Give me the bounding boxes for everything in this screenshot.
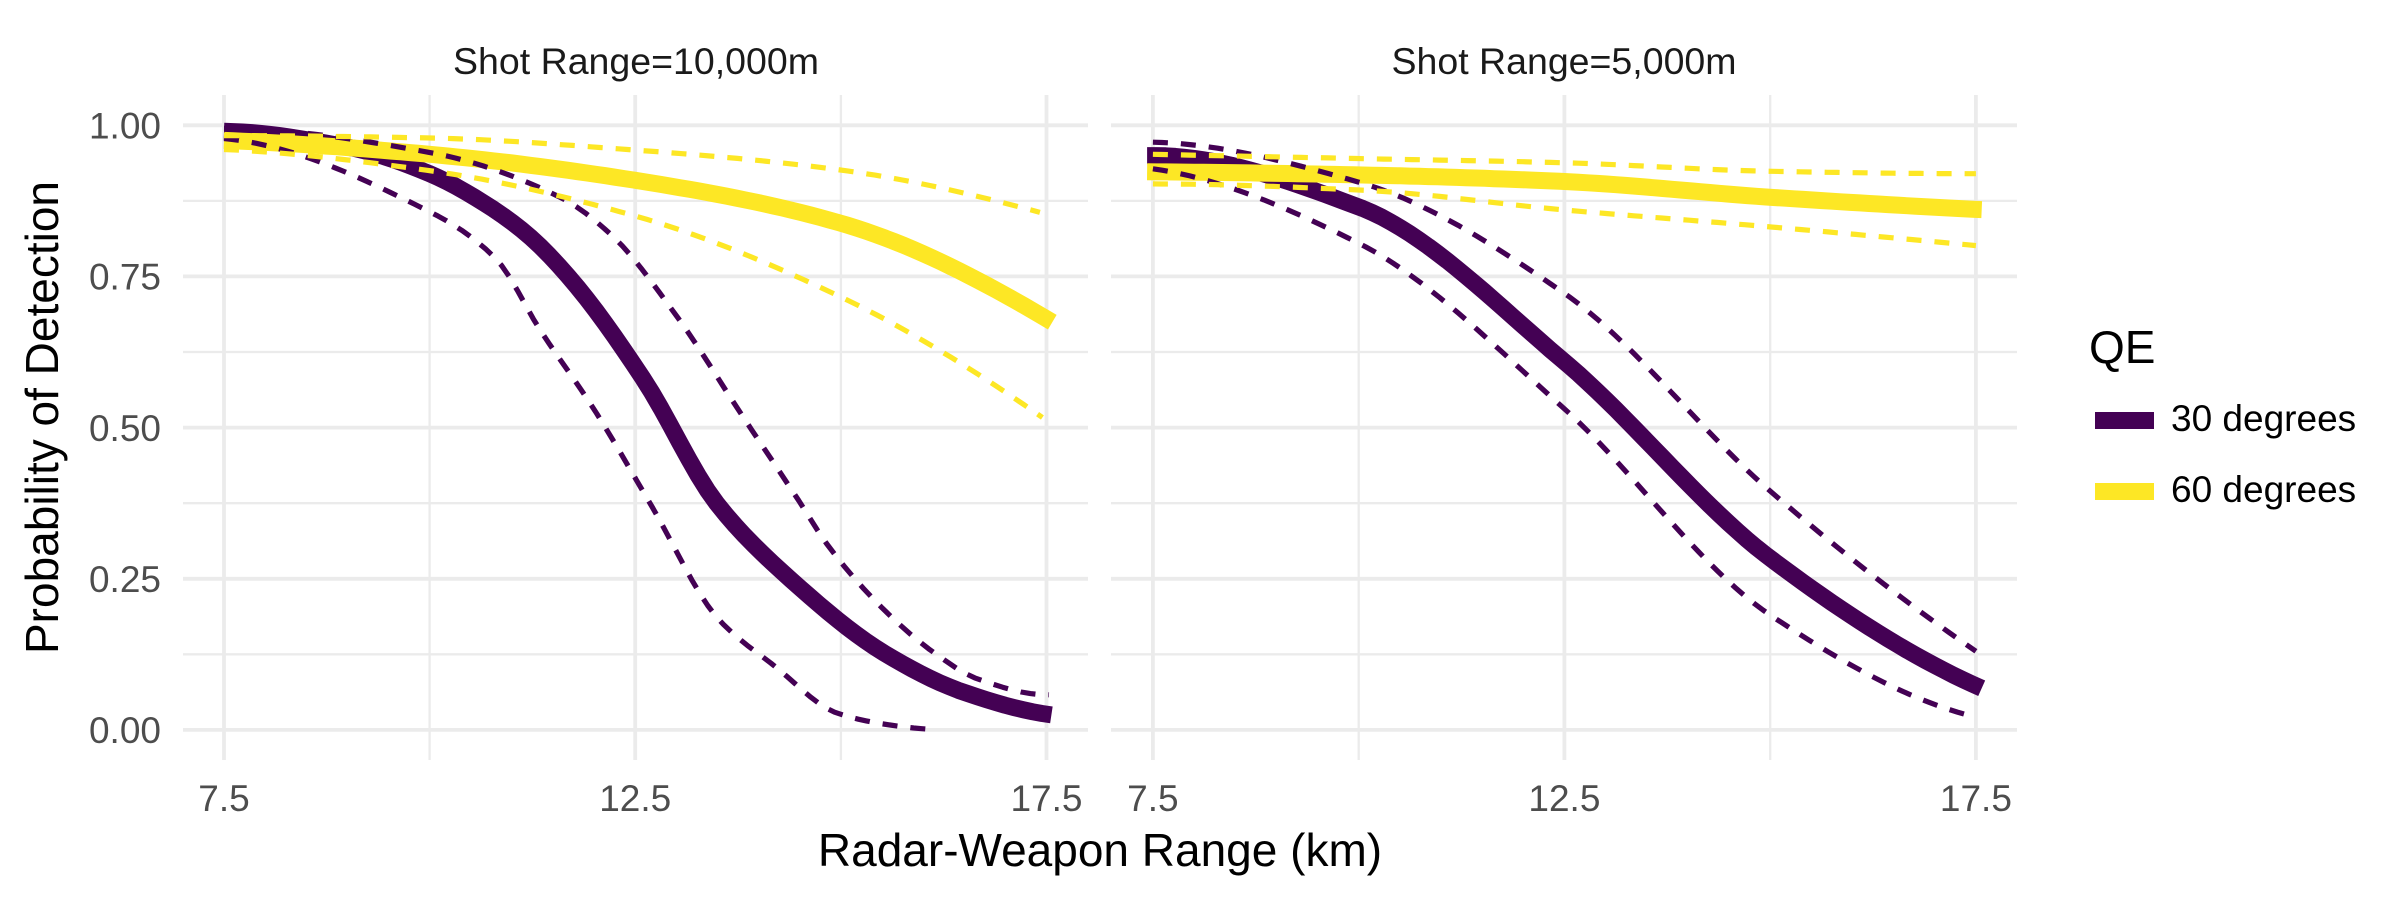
svg-text:0.25: 0.25 <box>89 559 161 600</box>
svg-text:17.5: 17.5 <box>1940 778 2012 819</box>
svg-text:7.5: 7.5 <box>1127 778 1178 819</box>
svg-text:1.00: 1.00 <box>89 106 161 147</box>
svg-text:30 degrees: 30 degrees <box>2171 398 2356 439</box>
svg-text:17.5: 17.5 <box>1010 778 1082 819</box>
svg-text:12.5: 12.5 <box>1528 778 1600 819</box>
svg-text:0.75: 0.75 <box>89 257 161 298</box>
svg-text:Shot Range=10,000m: Shot Range=10,000m <box>453 40 819 82</box>
svg-text:7.5: 7.5 <box>198 778 249 819</box>
svg-text:Probability of Detection: Probability of Detection <box>16 181 68 654</box>
svg-text:Radar-Weapon Range (km): Radar-Weapon Range (km) <box>818 824 1382 876</box>
svg-text:60 degrees: 60 degrees <box>2171 469 2356 510</box>
svg-text:QE: QE <box>2089 321 2155 373</box>
svg-text:0.50: 0.50 <box>89 408 161 449</box>
svg-text:0.00: 0.00 <box>89 710 161 751</box>
svg-text:12.5: 12.5 <box>599 778 671 819</box>
svg-text:Shot Range=5,000m: Shot Range=5,000m <box>1391 40 1736 82</box>
